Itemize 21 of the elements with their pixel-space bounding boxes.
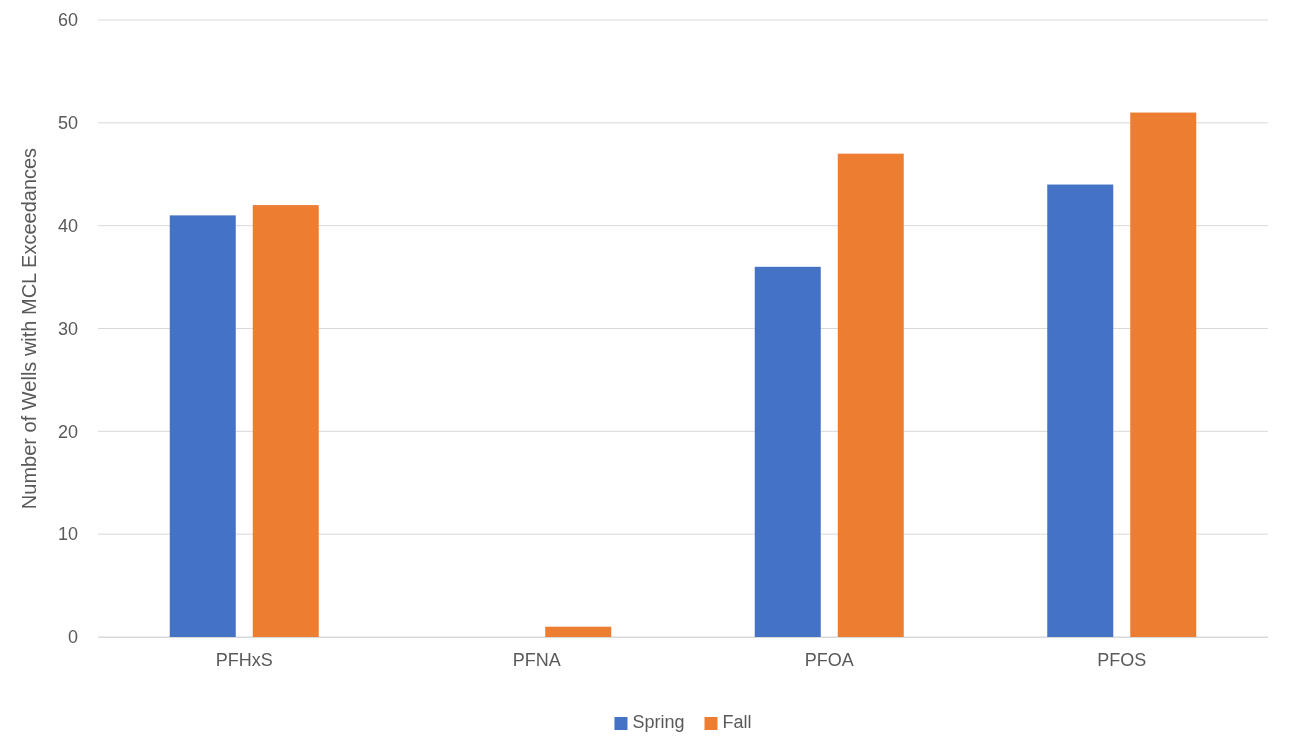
legend-label: Fall [722, 712, 752, 732]
legend-label: Spring [632, 712, 685, 732]
bar [1130, 112, 1197, 637]
y-tick-label: 20 [57, 421, 78, 442]
y-tick-label: 30 [57, 318, 78, 339]
y-tick-label: 60 [57, 10, 78, 31]
x-tick-label: PFOS [1097, 649, 1147, 670]
y-tick-label: 50 [57, 113, 78, 134]
bar [1047, 184, 1114, 637]
bar [545, 626, 612, 637]
bar [252, 205, 319, 637]
x-tick-label: PFNA [512, 649, 561, 670]
y-tick-label: 0 [67, 627, 78, 648]
bar [754, 266, 821, 637]
y-axis-title: Number of Wells with MCL Exceedances [18, 147, 40, 510]
bar [169, 215, 236, 637]
x-tick-label: PFHxS [215, 649, 273, 670]
y-tick-label: 10 [57, 524, 78, 545]
x-tick-label: PFOA [804, 649, 854, 670]
bar [837, 153, 904, 637]
y-tick-label: 40 [57, 215, 78, 236]
